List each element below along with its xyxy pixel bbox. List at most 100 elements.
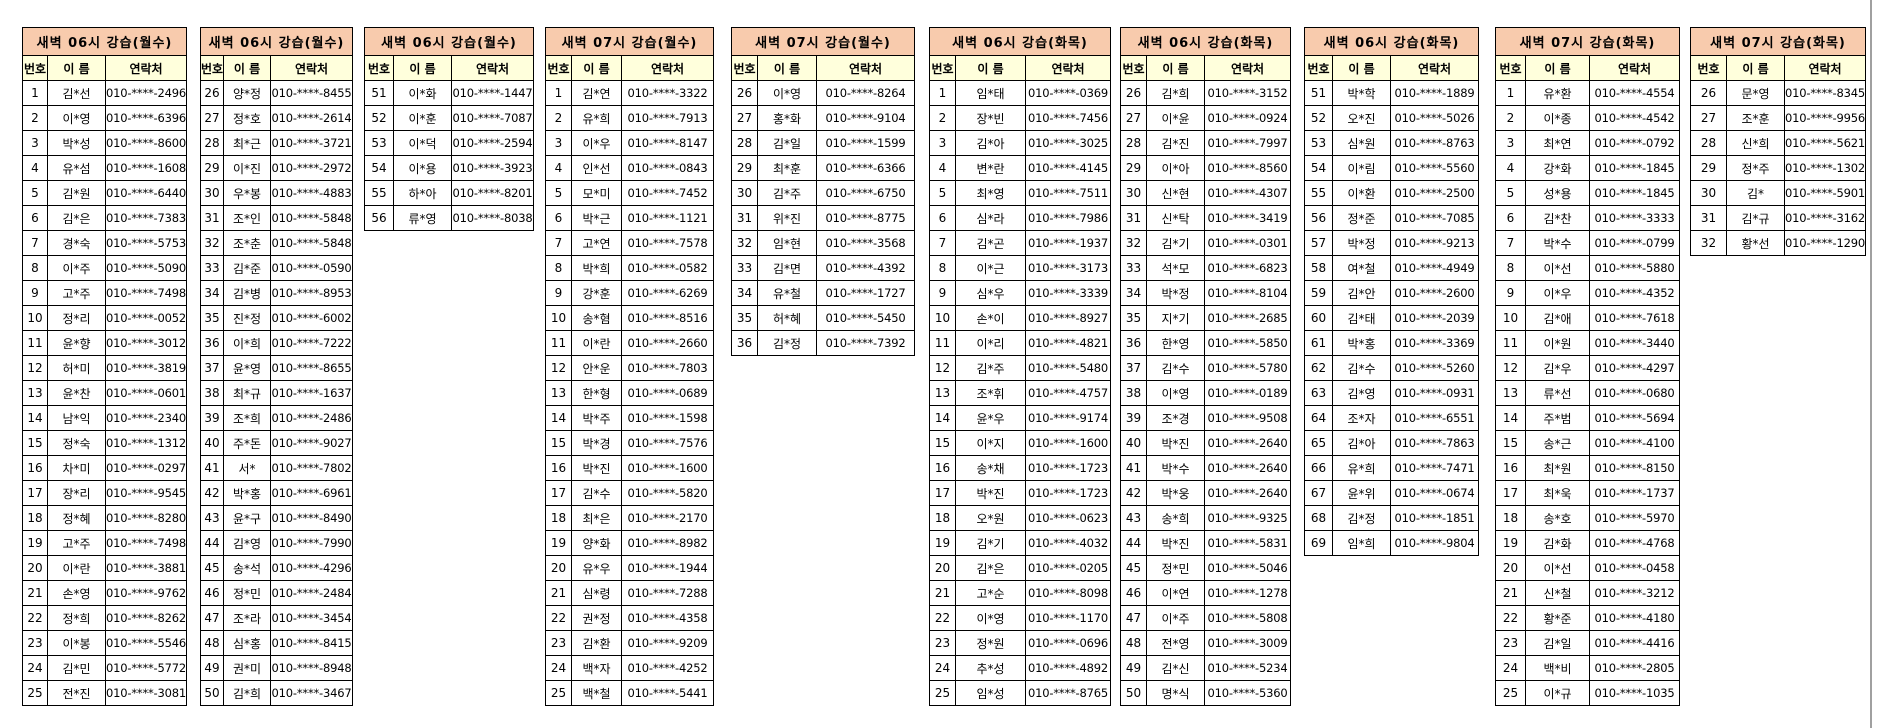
cell-number: 5 (545, 180, 572, 206)
cell-number: 1 (22, 80, 48, 106)
cell-name: 신*현 (1146, 180, 1205, 206)
column-header-row: 번호 이 름 연락처 (364, 55, 535, 81)
table-row: 1 유*환 010-****-4554 (1495, 80, 1681, 106)
table-row: 29 최*훈 010-****-6366 (731, 155, 916, 181)
cell-number: 30 (200, 180, 224, 206)
cell-number: 9 (1495, 280, 1526, 306)
cell-phone: 010-****-3333 (1588, 205, 1681, 231)
cell-phone: 010-****-3568 (815, 230, 916, 256)
cell-name: 김*민 (47, 655, 106, 681)
cell-number: 2 (929, 105, 956, 131)
cell-number: 26 (200, 80, 224, 106)
table-row: 3 박*성 010-****-8600 (22, 130, 188, 156)
cell-number: 61 (1304, 330, 1333, 356)
cell-number: 22 (22, 605, 48, 631)
cell-phone: 010-****-3081 (104, 680, 188, 706)
table-row: 27 홍*화 010-****-9104 (731, 105, 916, 131)
cell-number: 56 (1304, 205, 1333, 231)
cell-phone: 010-****-6002 (269, 305, 354, 331)
cell-name: 이*덕 (393, 130, 452, 156)
cell-phone: 010-****-1723 (1024, 455, 1112, 481)
cell-phone: 010-****-3419 (1203, 205, 1292, 231)
cell-phone: 010-****-8953 (269, 280, 354, 306)
table-row: 15 송*근 010-****-4100 (1495, 430, 1681, 456)
cell-name: 지*기 (1146, 305, 1205, 331)
cell-name: 고*순 (955, 580, 1026, 606)
cell-number: 24 (929, 655, 956, 681)
cell-name: 유*희 (571, 105, 622, 131)
cell-number: 22 (1495, 605, 1526, 631)
column-header-row: 번호 이 름 연락처 (1120, 55, 1292, 81)
table-title: 새벽 06시 강습(화목) (1303, 27, 1480, 56)
cell-phone: 010-****-9804 (1389, 530, 1480, 556)
table-row: 22 정*희 010-****-8262 (22, 605, 188, 631)
table-row: 3 이*우 010-****-8147 (545, 130, 715, 156)
cell-number: 26 (1690, 80, 1727, 106)
table-row: 10 손*이 010-****-8927 (929, 305, 1112, 331)
cell-number: 8 (545, 255, 572, 281)
table-title-row: 새벽 07시 강습(월수) (544, 27, 715, 56)
cell-number: 25 (22, 680, 48, 706)
table-row: 60 김*태 010-****-2039 (1304, 305, 1480, 331)
table-row: 2 유*희 010-****-7913 (545, 105, 715, 131)
cell-phone: 010-****-9545 (104, 480, 188, 506)
cell-name: 김*수 (1146, 355, 1205, 381)
cell-number: 10 (1495, 305, 1526, 331)
cell-number: 10 (545, 305, 572, 331)
cell-name: 이*원 (1525, 330, 1590, 356)
cell-number: 50 (200, 680, 224, 706)
cell-name: 정*주 (1726, 155, 1785, 181)
cell-name: 임*태 (955, 80, 1026, 106)
cell-name: 최*연 (1525, 130, 1590, 156)
cell-phone: 010-****-4554 (1588, 80, 1681, 106)
cell-name: 신*철 (1525, 580, 1590, 606)
cell-name: 여*철 (1332, 255, 1391, 281)
cell-name: 김*곤 (955, 230, 1026, 256)
cell-name: 김*진 (1146, 130, 1205, 156)
cell-name: 최*영 (955, 180, 1026, 206)
table-row: 19 양*화 010-****-8982 (545, 530, 715, 556)
cell-name: 신*희 (1726, 130, 1785, 156)
cell-number: 48 (200, 630, 224, 656)
cell-number: 10 (929, 305, 956, 331)
cell-number: 41 (200, 455, 224, 481)
cell-number: 54 (364, 155, 394, 181)
cell-name: 윤*찬 (47, 380, 106, 406)
table-row: 4 강*화 010-****-1845 (1495, 155, 1681, 181)
table-row: 26 양*정 010-****-8455 (200, 80, 354, 106)
table-row: 30 신*현 010-****-4307 (1120, 180, 1292, 206)
table-row: 21 심*령 010-****-7288 (545, 580, 715, 606)
table-row: 22 권*정 010-****-4358 (545, 605, 715, 631)
cell-name: 경*숙 (47, 230, 106, 256)
cell-name: 김*정 (1332, 505, 1391, 531)
cell-phone: 010-****-5880 (1588, 255, 1681, 281)
column-header-name: 이 름 (1146, 55, 1205, 81)
table-row: 32 임*현 010-****-3568 (731, 230, 916, 256)
table-row: 9 이*우 010-****-4352 (1495, 280, 1681, 306)
roster-table: 새벽 06시 강습(월수) 번호 이 름 연락처 26 양*정 010-****-8455 2… (199, 27, 354, 706)
cell-phone: 010-****-1845 (1588, 155, 1681, 181)
column-header-row: 번호 이 름 연락처 (929, 55, 1112, 81)
cell-name: 이*희 (223, 330, 271, 356)
cell-number: 8 (929, 255, 956, 281)
cell-name: 임*희 (1332, 530, 1391, 556)
cell-phone: 010-****-8147 (620, 130, 715, 156)
cell-number: 21 (1495, 580, 1526, 606)
table-row: 24 추*성 010-****-4892 (929, 655, 1112, 681)
cell-name: 김*수 (571, 480, 622, 506)
cell-number: 24 (545, 655, 572, 681)
cell-phone: 010-****-0843 (620, 155, 715, 181)
table-row: 3 최*연 010-****-0792 (1495, 130, 1681, 156)
cell-phone: 010-****-1035 (1588, 680, 1681, 706)
cell-phone: 010-****-9104 (815, 105, 916, 131)
cell-phone: 010-****-2486 (269, 405, 354, 431)
cell-number: 44 (1120, 530, 1147, 556)
cell-number: 12 (22, 355, 48, 381)
table-row: 5 최*영 010-****-7511 (929, 180, 1112, 206)
table-title-row: 새벽 07시 강습(화목) (1494, 27, 1681, 56)
roster-table: 새벽 07시 강습(화목) 번호 이 름 연락처 1 유*환 010-****-4554 2 이… (1494, 27, 1681, 706)
table-row: 21 고*순 010-****-8098 (929, 580, 1112, 606)
cell-number: 6 (545, 205, 572, 231)
cell-phone: 010-****-5780 (1203, 355, 1292, 381)
cell-name: 유*희 (1332, 455, 1391, 481)
